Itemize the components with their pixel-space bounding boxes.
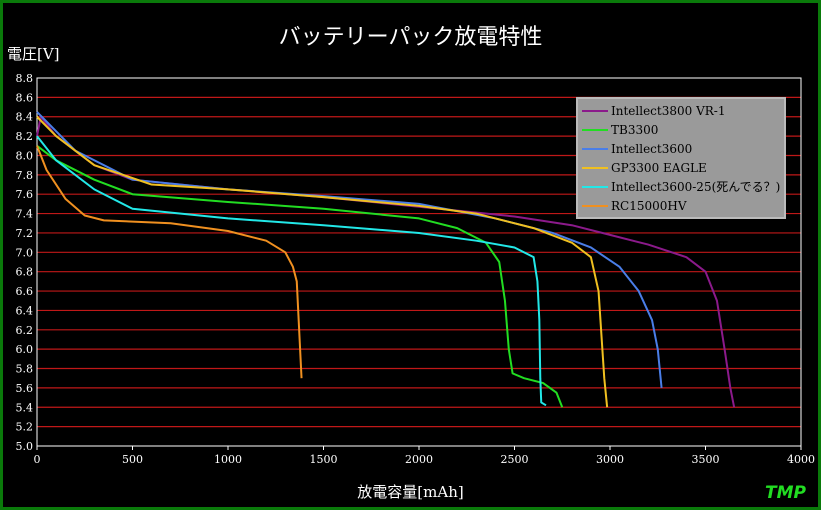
y-tick-label: 8.0 <box>16 149 34 162</box>
y-tick-label: 6.0 <box>16 343 34 356</box>
series-line-5 <box>36 145 303 379</box>
x-axis-label: 放電容量[mAh] <box>357 483 464 501</box>
series-line-2 <box>36 111 663 388</box>
y-tick-label: 7.6 <box>16 188 34 201</box>
x-tick-label: 4000 <box>787 453 815 466</box>
legend-item: Intellect3600 <box>578 139 784 158</box>
logo: TMP <box>765 483 806 503</box>
y-tick-label: 5.6 <box>16 382 34 395</box>
x-tick-label: 2500 <box>501 453 529 466</box>
y-tick-label: 6.6 <box>16 285 34 298</box>
chart-frame: バッテリーパック放電特性 電圧[V] 5.0 5.2 5.4 5.6 5.8 6.0 6.2… <box>3 3 818 507</box>
y-tick-label: 8.4 <box>16 111 34 124</box>
y-tick-label: 5.8 <box>16 363 34 376</box>
y-tick-label: 6.8 <box>16 266 34 279</box>
y-tick-label: 8.2 <box>16 130 34 143</box>
legend-swatch <box>582 109 608 112</box>
legend-swatch <box>582 128 608 131</box>
y-tick-label: 8.6 <box>16 91 34 104</box>
y-tick-label: 5.2 <box>16 421 34 434</box>
y-tick-label: 5.0 <box>16 440 34 453</box>
y-tick-label: 7.4 <box>16 208 34 221</box>
legend-item: GP3300 EAGLE <box>578 158 784 177</box>
legend-swatch <box>582 147 608 150</box>
x-tick-label: 1500 <box>310 453 338 466</box>
legend-item: Intellect3600-25(死んでる？) <box>578 177 784 196</box>
legend-label: Intellect3600-25(死んでる？) <box>611 180 781 194</box>
legend-label: GP3300 EAGLE <box>611 160 707 175</box>
plot-area: 5.0 5.2 5.4 5.6 5.8 6.0 6.2 6.4 6.6 6.8 7.0 7.2 7.4 7… <box>16 72 816 466</box>
legend-item: RC15000HV <box>578 196 784 215</box>
legend: Intellect3800 VR-1 TB3300 Intellect3600 GP3… <box>576 97 786 219</box>
x-tick-label: 0 <box>34 453 41 466</box>
x-tick-label: 3000 <box>596 453 624 466</box>
legend-label: Intellect3800 VR-1 <box>611 103 726 118</box>
y-tick-label: 6.2 <box>16 324 34 337</box>
legend-label: TB3300 <box>611 122 659 137</box>
y-axis-label: 電圧[V] <box>7 45 60 63</box>
legend-label: Intellect3600 <box>611 141 693 156</box>
chart-title: バッテリーパック放電特性 <box>278 25 543 50</box>
x-tick-label: 3500 <box>692 453 720 466</box>
legend-label: RC15000HV <box>611 198 687 213</box>
x-tick-label: 2000 <box>405 453 433 466</box>
y-tick-label: 5.4 <box>16 401 34 414</box>
legend-swatch <box>582 185 608 188</box>
legend-item: Intellect3800 VR-1 <box>578 101 784 120</box>
y-tick-label: 7.2 <box>16 227 34 240</box>
legend-swatch <box>582 204 608 207</box>
x-tick-label: 500 <box>122 453 143 466</box>
legend-item: TB3300 <box>578 120 784 139</box>
series-line-3 <box>36 116 609 408</box>
y-tick-label: 6.4 <box>16 304 34 317</box>
y-tick-label: 7.0 <box>16 246 34 259</box>
legend-swatch <box>582 166 608 169</box>
y-tick-label: 8.8 <box>16 72 34 85</box>
x-tick-label: 1000 <box>214 453 242 466</box>
y-tick-label: 7.8 <box>16 169 34 182</box>
series-line-4 <box>36 135 547 407</box>
